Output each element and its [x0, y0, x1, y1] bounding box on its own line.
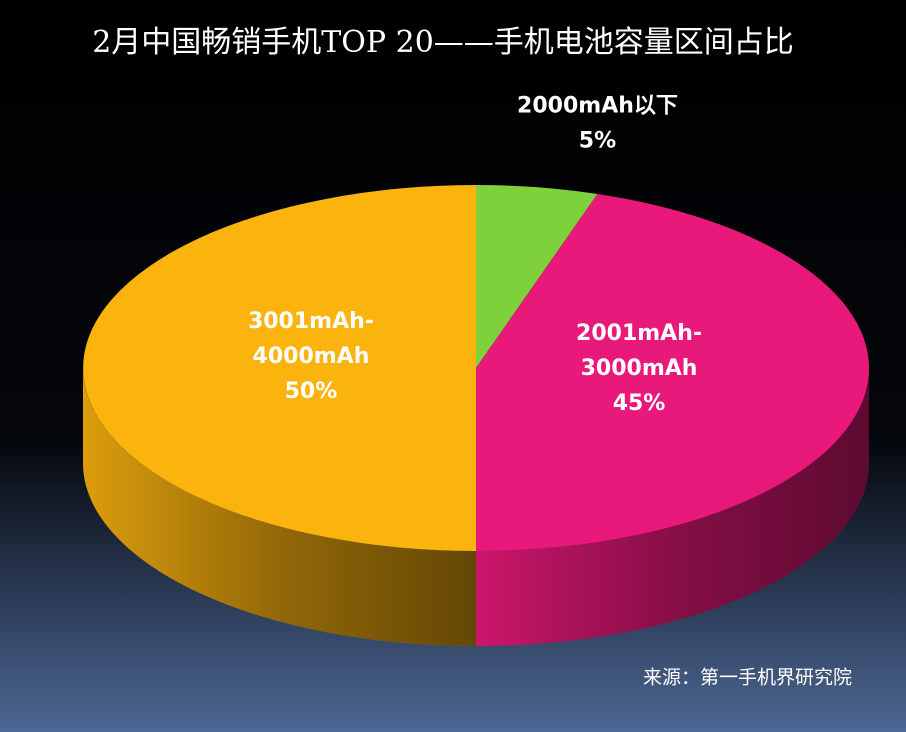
side-shade	[476, 368, 869, 646]
chart-title: 2月中国畅销手机TOP 20——手机电池容量区间占比	[92, 25, 794, 60]
pie-slice	[83, 185, 476, 551]
pie-slice	[476, 193, 869, 551]
pie-slice	[476, 185, 598, 368]
source-note: 来源：第一手机界研究院	[643, 667, 852, 689]
value-label: 50%	[285, 379, 338, 404]
value-label: 5%	[579, 128, 616, 153]
category-label: 2001mAh-3000mAh	[576, 321, 702, 381]
category-label: 3001mAh-4000mAh	[248, 309, 374, 369]
side-shade	[83, 368, 476, 646]
category-label: 2000mAh以下	[517, 93, 678, 118]
value-label: 45%	[613, 391, 666, 416]
